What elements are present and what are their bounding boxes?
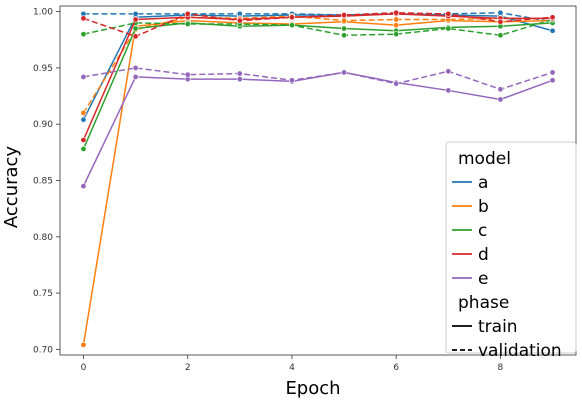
series-line-b-validation <box>82 15 553 114</box>
data-point <box>184 21 191 28</box>
legend-entry-e: e <box>478 269 488 289</box>
data-point <box>497 9 504 16</box>
y-tick-label: 1.00 <box>33 8 53 18</box>
y-tick-label: 0.95 <box>33 64 53 74</box>
data-point <box>549 69 556 76</box>
y-tick-label: 0.75 <box>33 289 53 299</box>
data-point <box>497 86 504 93</box>
legend-entry-b: b <box>478 197 489 217</box>
data-point <box>393 9 400 16</box>
data-point <box>341 12 348 19</box>
data-point <box>288 77 295 84</box>
data-point <box>236 76 243 83</box>
data-point <box>549 77 556 84</box>
series-line-c-validation <box>83 18 553 37</box>
data-point <box>445 68 452 75</box>
data-point <box>80 341 87 348</box>
ticks-layer: 0 2 4 6 8 0.70 0.75 0.80 0.85 0.90 0.95 1.00 <box>33 8 504 373</box>
data-point <box>341 32 348 39</box>
data-point <box>288 14 295 21</box>
series-line-b-train <box>82 19 553 345</box>
data-point <box>445 87 452 94</box>
data-point <box>497 18 504 25</box>
series-d-validation <box>80 9 556 40</box>
y-tick-label: 0.85 <box>33 177 53 187</box>
x-tick-label: 8 <box>498 363 504 373</box>
series-a-train <box>80 10 556 123</box>
data-point <box>393 16 400 23</box>
data-point <box>341 69 348 76</box>
y-tick-label: 0.80 <box>33 233 53 243</box>
data-point <box>393 80 400 87</box>
data-point <box>341 25 348 32</box>
data-point <box>445 10 452 17</box>
x-tick-label: 4 <box>289 363 295 373</box>
x-axis-label: Epoch <box>285 378 340 399</box>
legend-entry-validation: validation <box>478 341 562 361</box>
data-point <box>132 33 139 40</box>
data-point <box>132 10 139 17</box>
data-point <box>132 64 139 71</box>
data-point <box>549 14 556 21</box>
data-point <box>80 109 87 116</box>
legend-entry-a: a <box>478 173 488 193</box>
data-point <box>497 96 504 103</box>
x-tick-label: 6 <box>393 363 399 373</box>
data-point <box>497 32 504 39</box>
series-line-e-validation <box>83 67 553 91</box>
legend-entry-train: train <box>478 317 518 337</box>
legend-entry-d: d <box>478 245 489 265</box>
data-point <box>288 22 295 29</box>
data-point <box>132 25 139 32</box>
data-point <box>80 31 87 38</box>
data-point <box>184 10 191 17</box>
series-c-train <box>80 19 556 152</box>
data-point <box>445 25 452 32</box>
data-point <box>236 17 243 24</box>
data-point <box>549 27 556 34</box>
x-tick-label: 2 <box>185 363 191 373</box>
data-point <box>132 73 139 80</box>
data-point <box>80 15 87 22</box>
data-point <box>236 70 243 77</box>
series-line-c-train <box>82 22 553 150</box>
data-point <box>80 73 87 80</box>
y-tick-label: 0.90 <box>33 120 53 130</box>
legend-frame <box>445 141 577 354</box>
y-axis-label: Accuracy <box>1 146 22 229</box>
legend-entry-c: c <box>478 221 487 241</box>
y-tick-label: 0.70 <box>33 345 53 355</box>
series-layer <box>80 9 556 348</box>
series-line-d-validation <box>83 11 553 38</box>
data-point <box>80 145 87 152</box>
data-point <box>393 31 400 38</box>
data-point <box>393 22 400 29</box>
x-tick-label: 0 <box>81 363 87 373</box>
series-line-a-validation <box>83 11 553 23</box>
data-point <box>132 16 139 23</box>
legend-title-model: model <box>458 149 511 169</box>
legend-title-phase: phase <box>458 293 509 313</box>
data-point <box>80 136 87 143</box>
data-point <box>80 183 87 190</box>
data-point <box>184 71 191 78</box>
series-e-validation <box>80 64 556 93</box>
data-point <box>80 116 87 123</box>
